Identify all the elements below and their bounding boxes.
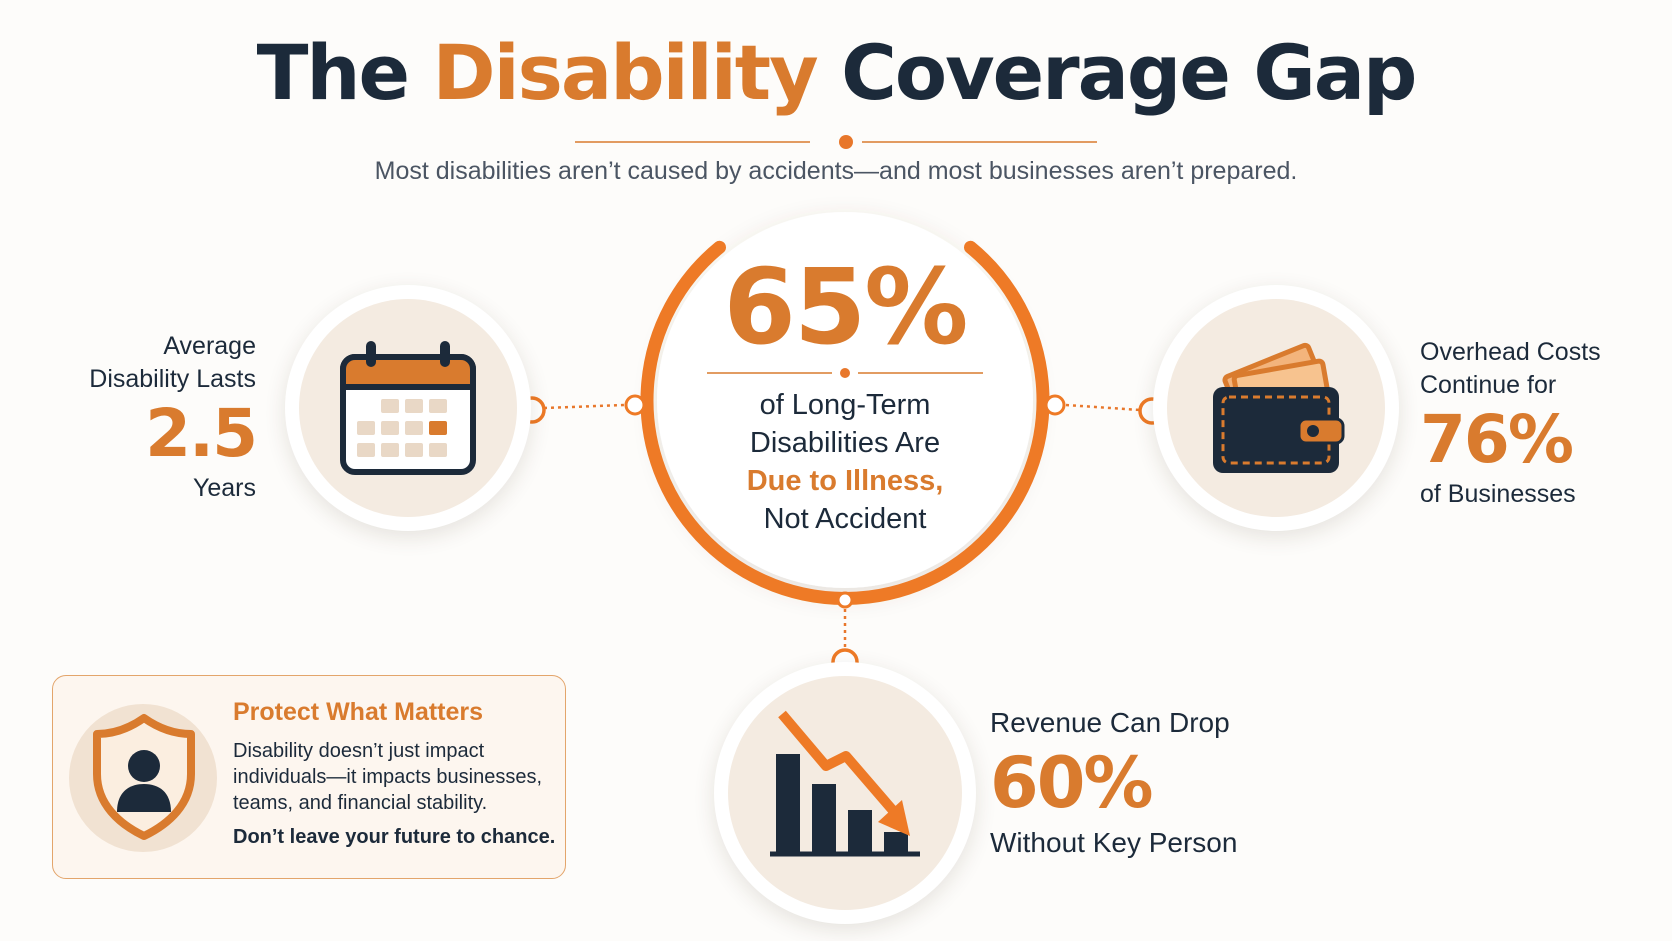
right-stat: Overhead Costs Continue for 76% of Busin… — [1420, 336, 1660, 511]
right-stat-value: 76% — [1420, 401, 1574, 478]
left-stat: Average Disability Lasts 2.5 Years — [40, 330, 258, 505]
left-stat-unit: Years — [192, 474, 256, 502]
protect-body: Disability doesn’t just impact individua… — [233, 738, 553, 816]
protect-cta: Don’t leave your future to chance. — [233, 826, 556, 848]
page-title: The Disability Coverage Gap — [0, 28, 1672, 117]
title-part-1: The — [256, 28, 410, 117]
center-stat-value: 65% — [723, 246, 969, 368]
center-caption-line-3: Due to Illness, — [746, 465, 944, 497]
left-stat-value: 2.5 — [145, 395, 258, 472]
protect-title: Protect What Matters — [233, 698, 484, 726]
center-caption-line-2: Disabilities Are — [749, 427, 941, 459]
wallet-icon — [1213, 342, 1345, 473]
right-stat-line-3: of Businesses — [1420, 480, 1576, 508]
right-stat-line-2: Continue for — [1420, 371, 1557, 399]
center-caption-line-4: Not Accident — [763, 503, 927, 535]
revenue-card — [714, 662, 976, 924]
calendar-icon — [340, 341, 476, 475]
protect-body-line-2: individuals—it impacts businesses, — [233, 766, 543, 788]
left-stat-line-2: Disability Lasts — [89, 365, 256, 393]
bottom-stat-line-2: Without Key Person — [990, 827, 1238, 858]
title-part-2: Coverage Gap — [841, 28, 1417, 117]
protect-card: Protect What Matters Disability doesn’t … — [52, 675, 566, 879]
protect-body-line-1: Disability doesn’t just impact — [233, 740, 485, 762]
left-stat-line-1: Average — [163, 332, 256, 360]
right-stat-line-1: Overhead Costs — [1420, 338, 1601, 366]
protect-body-line-3: teams, and financial stability. — [233, 792, 488, 814]
center-caption-line-1: of Long-Term — [759, 389, 931, 421]
subtitle: Most disabilities aren’t caused by accid… — [374, 157, 1298, 185]
center-disc — [657, 212, 1033, 588]
bottom-stat-value: 60% — [990, 742, 1154, 824]
wallet-card — [1153, 285, 1399, 531]
shield-person-icon — [93, 714, 195, 840]
title-accent: Disability — [432, 28, 819, 117]
bottom-stat-line-1: Revenue Can Drop — [990, 707, 1230, 738]
bottom-stat: Revenue Can Drop 60% Without Key Person — [990, 706, 1390, 860]
title-divider — [575, 135, 1097, 149]
center-stat-caption: of Long-Term Disabilities Are Due to Ill… — [645, 386, 1045, 538]
calendar-card — [285, 285, 531, 531]
declining-chart-icon — [770, 710, 920, 857]
